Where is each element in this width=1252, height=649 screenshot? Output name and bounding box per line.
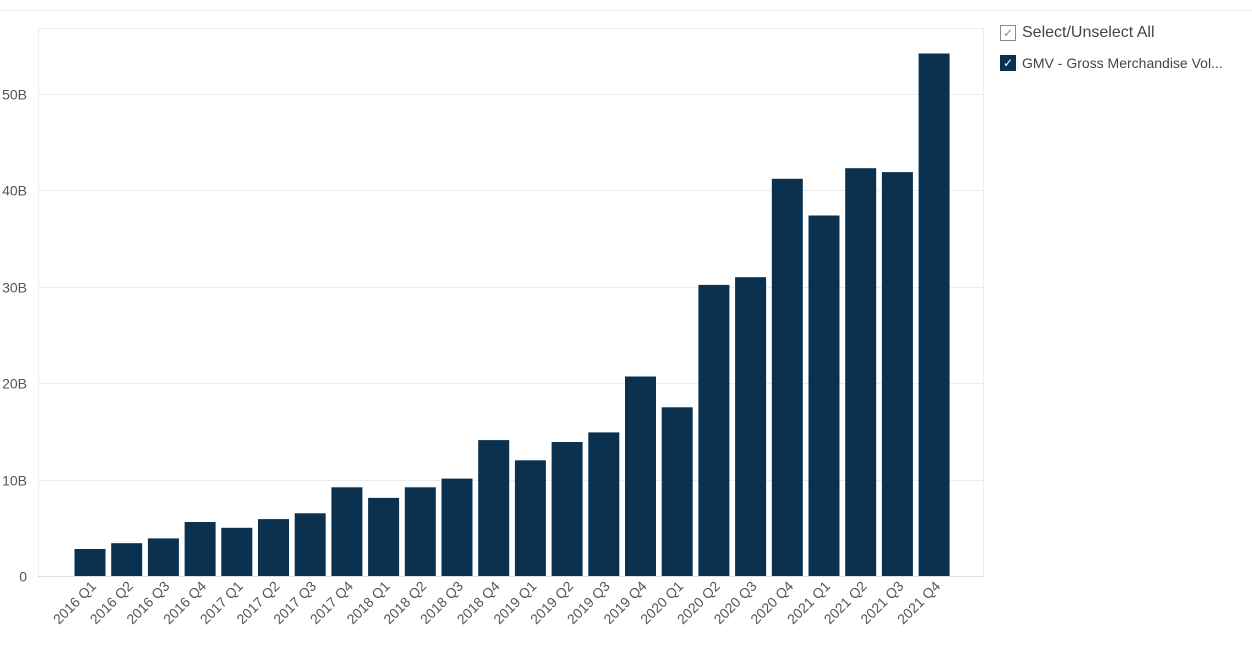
legend: ✓ Select/Unselect All ✓ GMV - Gross Merc… [1000, 22, 1250, 82]
y-tick-label: 0 [19, 569, 27, 585]
bar [111, 543, 143, 576]
bar [184, 522, 216, 576]
y-tick-label: 40B [2, 183, 27, 199]
bar [441, 478, 473, 576]
y-tick-label: 10B [2, 473, 27, 489]
bar [588, 432, 620, 576]
bar [147, 538, 179, 576]
y-tick-label: 30B [2, 280, 27, 296]
bar [74, 549, 106, 576]
bar [514, 460, 546, 576]
bar [771, 178, 803, 577]
bar [625, 376, 656, 576]
bar [258, 519, 289, 576]
bar [478, 440, 510, 576]
bar [881, 172, 913, 576]
bar [735, 277, 767, 576]
bar [221, 527, 253, 576]
legend-select-all[interactable]: ✓ Select/Unselect All [1000, 22, 1250, 44]
bar [661, 407, 693, 576]
legend-item-gmv[interactable]: ✓ GMV - Gross Merchandise Vol... [1000, 52, 1250, 74]
y-tick-label: 50B [2, 87, 27, 103]
bar [368, 497, 400, 576]
plot-frame [38, 28, 984, 577]
bar [845, 168, 877, 576]
bar [294, 513, 326, 576]
y-tick-label: 20B [2, 376, 27, 392]
top-divider [0, 10, 1252, 11]
select-all-label: Select/Unselect All [1022, 24, 1155, 41]
bar [808, 215, 840, 576]
bar [698, 284, 730, 576]
gmv-series-label: GMV - Gross Merchandise Vol... [1022, 55, 1223, 71]
bar [551, 442, 583, 576]
gmv-checkbox-icon[interactable]: ✓ [1000, 55, 1016, 71]
bar [918, 53, 950, 576]
select-all-checkbox-icon[interactable]: ✓ [1000, 25, 1016, 41]
bar [331, 487, 363, 576]
bar [404, 487, 436, 576]
